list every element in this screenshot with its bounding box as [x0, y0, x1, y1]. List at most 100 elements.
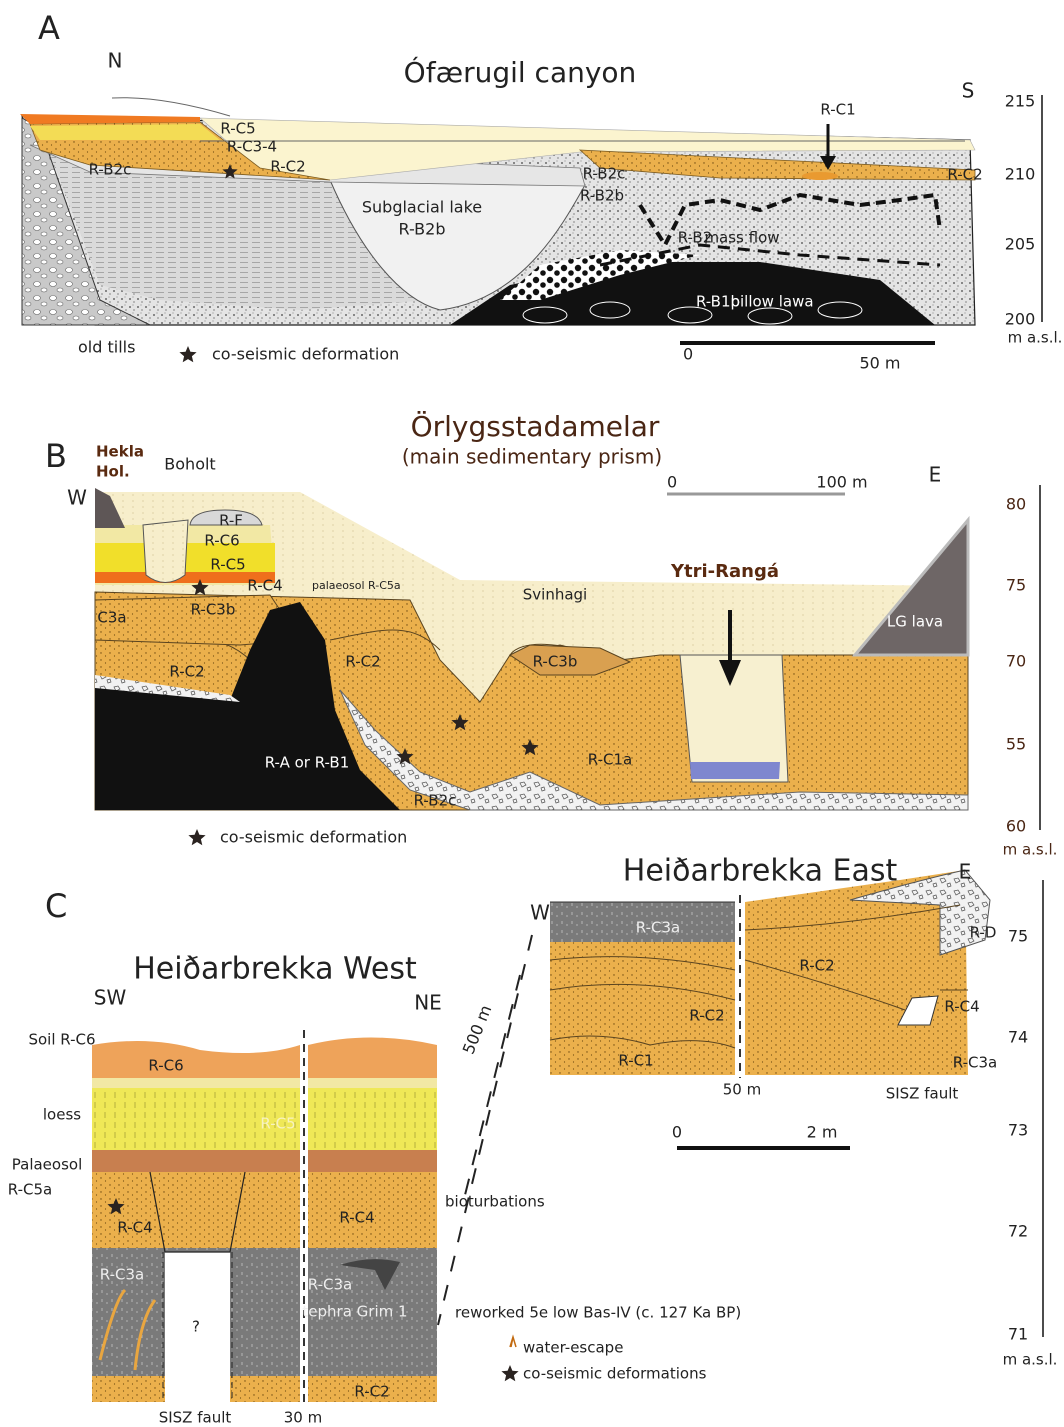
unit-label: R-C4: [117, 1219, 152, 1237]
elevation-label: 200: [1005, 310, 1036, 329]
elevation-unit: m a.s.l.: [1003, 841, 1058, 859]
unit-label: R-C2: [689, 1007, 724, 1025]
panel-letter: B: [45, 437, 67, 475]
unit-label: R-C4: [339, 1209, 374, 1227]
scale-label: 0: [683, 345, 693, 364]
place-label: Hekla: [96, 443, 144, 461]
unit-label: R-B2c: [89, 161, 132, 179]
compass: W: [67, 486, 87, 510]
compass: E: [929, 463, 942, 487]
legend-text: co-seismic deformation: [212, 345, 399, 364]
unit-label: R-C2: [270, 158, 305, 176]
unit-label: R-C5: [260, 1115, 295, 1133]
legend-text: water-escape: [523, 1339, 623, 1357]
water-escape-symbol: [510, 1337, 516, 1347]
side-label: Soil R-C6: [28, 1031, 95, 1049]
side-label: loess: [43, 1106, 81, 1124]
legend-text: co-seismic deformations: [523, 1365, 707, 1383]
scale-label: 0: [672, 1123, 682, 1142]
unit-label: R-C3a: [953, 1054, 997, 1072]
panel-title: Örlygsstadamelar: [411, 409, 660, 443]
soil: [308, 1038, 437, 1079]
unit-label: R-A or R-B1: [265, 754, 350, 772]
loess: [308, 1088, 437, 1150]
panel-letter: A: [38, 9, 60, 47]
elevation-label: 215: [1005, 92, 1036, 111]
elevation-label: 75: [1008, 927, 1028, 946]
figure: ANSÓfærugil canyonR-C5R-C3-4R-C2R-B2cSub…: [0, 0, 1064, 1427]
correlation-line: [438, 935, 532, 1325]
section-a: [20, 95, 1042, 343]
palaeosol: [308, 1150, 437, 1172]
side-label: Palaeosol: [12, 1156, 83, 1174]
section-c: [92, 870, 1043, 1405]
star: [501, 1365, 518, 1381]
star: [179, 346, 196, 362]
legend-text: co-seismic deformation: [220, 828, 407, 847]
note: bioturbations: [445, 1193, 545, 1211]
scale-label: 2 m: [807, 1123, 838, 1142]
unit-label: R-C3b: [533, 653, 578, 671]
unit-label: R-B2b: [580, 187, 624, 205]
distance-label: 30 m: [284, 1409, 322, 1427]
unit-label: R-B2b: [399, 220, 446, 239]
unit-label: pillow lawa: [730, 293, 813, 311]
unit-label: R-B2c: [414, 792, 457, 810]
r-c6: [308, 1078, 437, 1088]
page: { "panel_a": { "letter": "A", "title": "…: [0, 0, 1064, 1427]
scale-label: 0: [667, 473, 677, 492]
unit-label: R-C2: [799, 957, 834, 975]
scale-label: 50 m: [859, 354, 900, 373]
river-label: Ytri-Rangá: [670, 561, 779, 582]
unit-label: R-C3a: [308, 1276, 352, 1294]
unit-label: R-C2: [169, 663, 204, 681]
unit-label: mass flow: [704, 229, 779, 247]
unit-label: R-C3-4: [227, 138, 277, 156]
panel-title: Heiðarbrekka West: [133, 952, 417, 987]
unit-label: Svinhagi: [523, 586, 587, 604]
elevation-label: 80: [1006, 495, 1026, 514]
elevation-label: 75: [1006, 576, 1026, 595]
distance-label: 500 m: [459, 1002, 496, 1057]
loess-band: [30, 124, 220, 140]
panel-letter: C: [45, 887, 67, 925]
fault-label: SISZ fault: [159, 1409, 232, 1427]
unit-label: LG lava: [887, 613, 943, 631]
unit-label: R-C3a: [100, 1266, 144, 1284]
compass: NE: [414, 991, 442, 1015]
unit-label: R-C2: [947, 166, 982, 184]
unit-label: R-C5: [220, 120, 255, 138]
unit-label: R-F: [219, 512, 243, 530]
unit-label: R-C2: [354, 1383, 389, 1401]
distance-label: 50 m: [723, 1081, 761, 1099]
elevation-label: 55: [1006, 735, 1026, 754]
river-water: [690, 762, 780, 779]
elevation-unit: m a.s.l.: [1008, 329, 1063, 347]
unit-label: R-C4: [944, 998, 979, 1016]
compass: W: [530, 901, 550, 925]
elevation-label: 60: [1006, 817, 1026, 836]
legend-text: old tills: [78, 338, 135, 357]
unit-label: R-C1: [618, 1052, 653, 1070]
elevation-label: 210: [1005, 165, 1036, 184]
compass: E: [959, 860, 972, 884]
panel-title: Ófærugil canyon: [404, 55, 637, 89]
panel-subtitle: (main sedimentary prism): [402, 445, 662, 469]
note: reworked 5e low Bas-IV (c. 127 Ka BP): [455, 1304, 741, 1322]
r-c1-lens: [802, 172, 838, 180]
compass: S: [962, 79, 975, 103]
unit-label: R-C3a: [636, 919, 680, 937]
correlation-line: [465, 975, 520, 1195]
unit-label: R-C6: [148, 1057, 183, 1075]
surface-line: [112, 98, 230, 116]
star: [188, 829, 205, 845]
unit-label: R-B2c: [583, 165, 626, 183]
unit-label: tephra Grim 1: [302, 1303, 407, 1321]
unit-label: C3a: [97, 609, 126, 627]
unit-label: R-C6: [204, 532, 239, 550]
elevation-label: 70: [1006, 652, 1026, 671]
compass: SW: [94, 986, 127, 1010]
panel-title: Heiðarbrekka East: [623, 854, 898, 889]
unit-label: R-C5: [210, 556, 245, 574]
scale-label: 100 m: [816, 473, 867, 492]
